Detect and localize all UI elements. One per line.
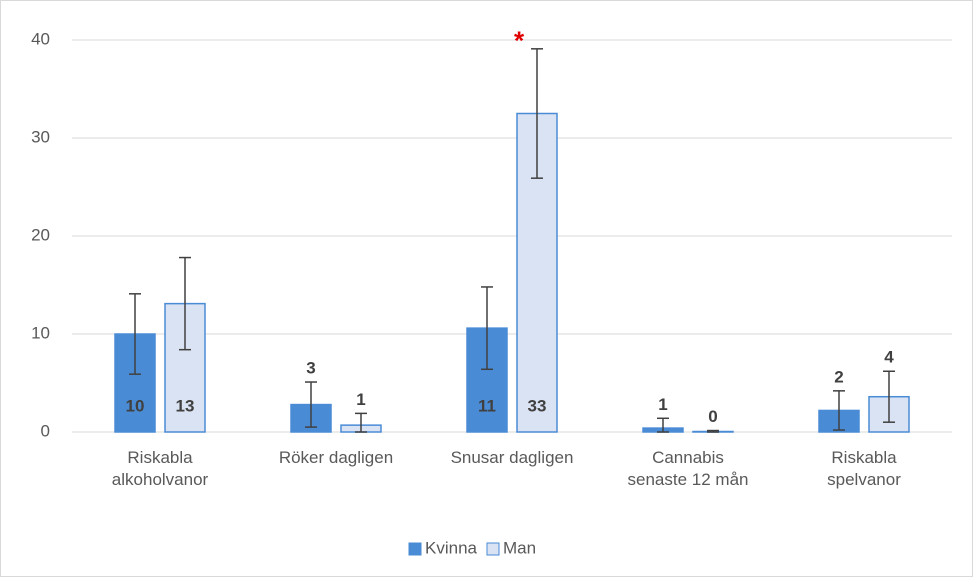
error-bar: [707, 429, 719, 433]
y-tick-label: 20: [31, 225, 50, 244]
error-bar: [129, 293, 141, 375]
data-label: 1: [658, 395, 667, 414]
legend-label: Kvinna: [425, 538, 478, 557]
legend-swatch: [486, 542, 500, 556]
error-bar: [657, 417, 669, 433]
error-bar: [179, 256, 191, 351]
x-tick-label: Snusar dagligen: [450, 448, 574, 467]
bar: [466, 327, 508, 433]
data-label: 2: [834, 367, 843, 386]
data-label: 13: [176, 396, 195, 415]
x-tick-label: Riskabla alkoholvanor: [111, 448, 209, 489]
data-label: 3: [306, 359, 315, 378]
x-tick-label: Riskabla spelvanor: [827, 448, 901, 489]
data-label: 10: [126, 396, 145, 415]
error-bar: [481, 286, 493, 371]
y-tick-label: 0: [41, 421, 50, 440]
y-tick-label: 10: [31, 323, 50, 342]
annotation: *: [514, 26, 525, 56]
x-tick-label: Cannabis senaste 12 mån: [627, 448, 749, 489]
error-bar: [531, 48, 543, 179]
error-bar: [883, 370, 895, 423]
data-label: 0: [708, 407, 717, 426]
data-label: 1: [356, 390, 365, 409]
x-tick-label: Röker dagligen: [278, 448, 394, 467]
error-bar: [355, 412, 367, 433]
data-label: 4: [884, 348, 894, 367]
data-label: 11: [478, 396, 496, 415]
error-bar: [305, 381, 317, 428]
y-tick-label: 30: [31, 127, 50, 146]
bar: [516, 112, 558, 433]
data-label: 33: [528, 396, 547, 415]
legend-label: Man: [503, 538, 536, 557]
y-tick-label: 40: [31, 29, 50, 48]
error-bar: [833, 390, 845, 431]
legend-swatch: [408, 542, 422, 556]
